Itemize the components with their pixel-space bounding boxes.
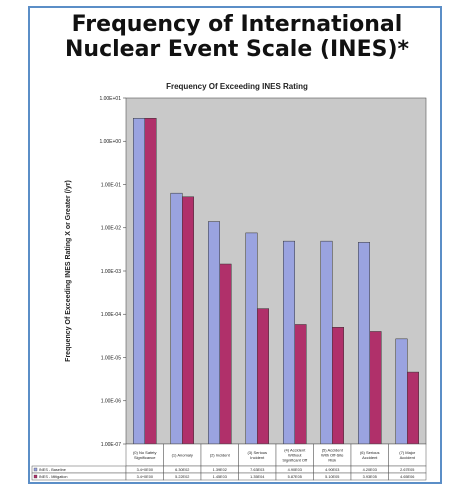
category-label: (3) Serious [247,450,267,455]
bar-baseline [245,232,258,445]
legend-label: INES - Mitigation [39,475,68,479]
category-label: Accident [362,455,378,460]
bar-mitigation [257,308,269,445]
category-label: Significant Off [282,458,308,463]
y-tick-label: 1.00E+01 [99,96,121,102]
legend-swatch [33,474,38,479]
bar-mitigation [144,118,157,445]
bar-baseline [320,240,333,445]
bar-baseline [208,221,220,445]
table-value: 7.63E03 [250,468,264,472]
category-label: (1) Anomaly [172,453,193,458]
table-value: 4.90E03 [325,468,339,472]
bar-baseline [283,240,295,445]
category-label: (0) No Safety [133,450,157,455]
category-label: (5) Accident [322,448,344,453]
y-axis-label: Frequency Of Exceeding INES Rating X or … [65,180,72,362]
bar-mitigation [182,196,194,445]
category-label: Incident [250,455,265,460]
table-value: 5.10E05 [325,475,339,479]
y-tick-label: 1.00E-04 [101,312,122,318]
category-label: With Off-Site [321,453,344,458]
table-value: 3.93E05 [363,475,377,479]
table-value: 3.4+0E00 [137,468,153,472]
category-label: Risk [328,458,336,463]
page-title-line-1: Frequency of International [71,12,403,37]
page-title: Frequency of International Nuclear Event… [30,12,444,62]
table-value: 3.4+0E00 [137,475,153,479]
table-value: 5.87E05 [288,475,302,479]
y-tick-label: 1.00E-05 [101,355,122,361]
legend-swatch [33,467,38,472]
bar-baseline [395,338,408,445]
bar-baseline [170,192,183,445]
category-label: (6) Serious [360,450,380,455]
figure-frame: Frequency of International Nuclear Event… [28,6,442,484]
table-cell [388,472,427,481]
category-label: (7) Major [399,450,416,455]
bar-mitigation [294,324,307,445]
legend-label: INES - Baseline [39,468,66,472]
y-tick-label: 1.00E-06 [101,399,122,405]
chart-title: Frequency Of Exceeding INES Rating [166,82,308,91]
bar-baseline [358,242,370,445]
page-title-line-2: Nuclear Event Scale (INES)* [65,37,409,62]
table-value: 1.35E04 [250,475,264,479]
table-value: 1.39E02 [213,468,227,472]
category-label: Significance [134,455,156,460]
bar-mitigation [219,263,232,445]
y-tick-label: 1.00E-02 [101,226,122,232]
category-label: Accident [400,455,416,460]
table-value: 4.90E03 [288,468,302,472]
table-value: 5.22E02 [175,475,189,479]
chart-svg: 1.00E+01 1.00E+00 1.00E-01 1.00E-02 1.00E-03… [31,96,427,481]
table-value: 4.65E06 [400,475,414,479]
category-label: (2) Incident [210,453,231,458]
table-value: 6.30E02 [175,468,189,472]
table-value: 1.45E03 [213,475,227,479]
y-tick-label: 1.00E-01 [101,182,122,188]
category-label: Without [288,453,302,458]
y-tick-label: 1.00E-07 [101,442,122,448]
y-tick-label: 1.00E+00 [99,139,121,145]
bar-mitigation [369,331,382,445]
bar-mitigation [332,327,344,445]
category-label: (4) Accident [284,448,306,453]
bar-baseline [133,118,145,445]
table-value: 2.67E05 [400,468,414,472]
y-tick-label: 1.00E-03 [101,269,122,275]
table-value: 4.20E03 [363,468,377,472]
bar-mitigation [407,371,419,445]
